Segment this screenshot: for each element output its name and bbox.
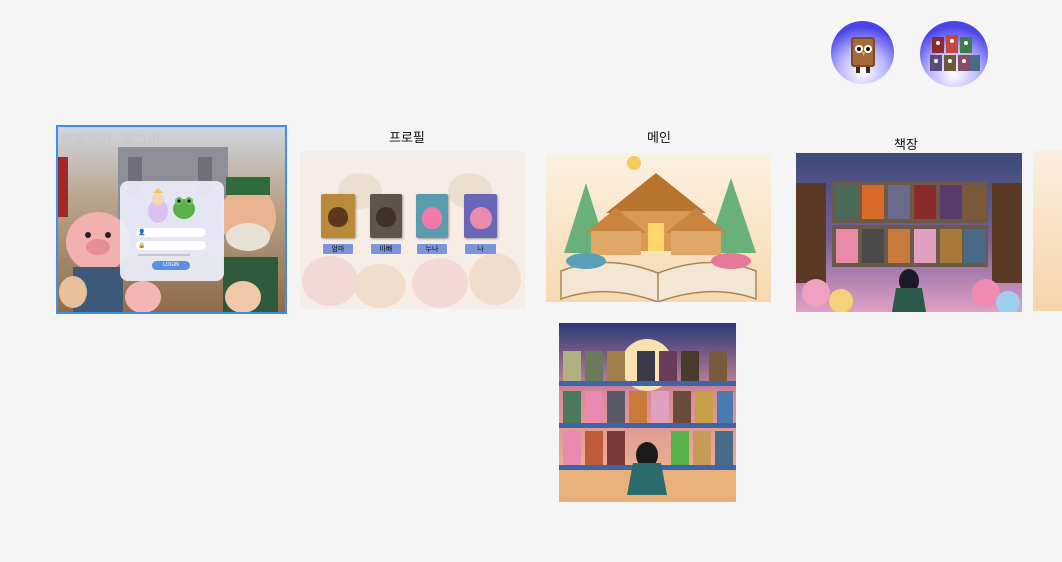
profile-name-sister[interactable]: 누나 bbox=[417, 244, 447, 254]
profile-name-dad[interactable]: 아빠 bbox=[371, 244, 401, 254]
login-button[interactable]: LOGIN bbox=[152, 261, 190, 270]
group-avatar[interactable] bbox=[920, 21, 988, 87]
user-icon: 👤 bbox=[138, 229, 146, 236]
lock-icon: 🔒 bbox=[138, 242, 146, 249]
frame-bookshelf[interactable] bbox=[796, 153, 1022, 312]
bookshelf-scene-illustration bbox=[796, 181, 1022, 312]
frame-overlay-title: 회원가입, 로그인 bbox=[60, 134, 161, 150]
princess-frog-illustration bbox=[148, 188, 195, 223]
owl-book-icon bbox=[851, 37, 875, 73]
frame-bookshelf-alt[interactable] bbox=[559, 323, 736, 502]
frame-label-bookshelf[interactable]: 책장 bbox=[894, 138, 918, 153]
id-input[interactable]: 👤 bbox=[136, 228, 206, 237]
frame-partial-next[interactable] bbox=[1033, 151, 1062, 311]
profile-card-me[interactable] bbox=[464, 194, 497, 238]
faded-characters-background bbox=[302, 173, 521, 308]
frame-profile[interactable]: 엄마 아빠 누나 나 bbox=[300, 151, 525, 309]
profile-name-me[interactable]: 나 bbox=[465, 244, 496, 254]
frame-label-main[interactable]: 메인 bbox=[647, 131, 671, 146]
profile-card-mom[interactable] bbox=[321, 194, 355, 238]
profile-card-dad[interactable] bbox=[370, 194, 402, 238]
profile-card-sister[interactable] bbox=[416, 194, 448, 238]
frame-main[interactable] bbox=[546, 153, 771, 302]
group-books-icon bbox=[930, 35, 980, 71]
password-input[interactable]: 🔒 bbox=[136, 241, 206, 250]
frame-signup-login[interactable]: 회원가입, 로그인 👤 🔒 LOGIN bbox=[56, 125, 287, 314]
owl-avatar[interactable] bbox=[831, 21, 894, 84]
bookshelf-alt-illustration bbox=[559, 339, 736, 502]
login-card: 👤 🔒 LOGIN bbox=[120, 181, 224, 281]
popup-book-village-illustration bbox=[560, 156, 757, 302]
login-options-line bbox=[138, 254, 190, 256]
frame-label-profile[interactable]: 프로필 bbox=[389, 131, 425, 146]
profile-name-mom[interactable]: 엄마 bbox=[323, 244, 353, 254]
